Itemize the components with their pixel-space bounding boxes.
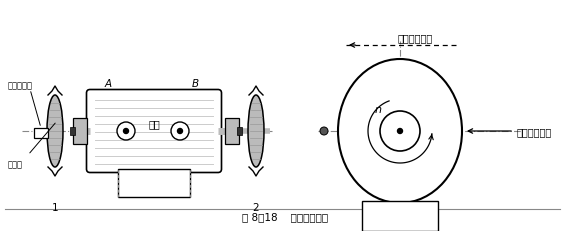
Text: 电机: 电机: [148, 119, 160, 128]
Circle shape: [397, 129, 402, 134]
FancyBboxPatch shape: [118, 169, 190, 197]
Ellipse shape: [47, 96, 63, 167]
FancyBboxPatch shape: [70, 128, 75, 135]
Text: 钢筋输送方向: 钢筋输送方向: [397, 33, 433, 43]
Text: n: n: [374, 105, 381, 115]
FancyBboxPatch shape: [73, 119, 87, 144]
Ellipse shape: [338, 60, 462, 203]
Circle shape: [380, 112, 420, 151]
Text: 振动测量方向: 振动测量方向: [517, 126, 552, 137]
Circle shape: [320, 128, 328, 135]
Text: B: B: [192, 79, 198, 89]
FancyBboxPatch shape: [225, 119, 239, 144]
Text: 2: 2: [253, 202, 259, 212]
FancyBboxPatch shape: [87, 90, 222, 173]
Text: 输送轮: 输送轮: [8, 159, 23, 168]
Ellipse shape: [248, 96, 264, 167]
Circle shape: [124, 129, 128, 134]
Text: A: A: [104, 79, 112, 89]
Circle shape: [177, 129, 182, 134]
Circle shape: [117, 122, 135, 140]
Circle shape: [171, 122, 189, 140]
FancyBboxPatch shape: [237, 128, 242, 135]
Text: 图 8－18    钢筋输送装置: 图 8－18 钢筋输送装置: [242, 211, 328, 221]
Text: 1: 1: [52, 202, 58, 212]
FancyBboxPatch shape: [362, 201, 438, 231]
Text: 光电传感器: 光电传感器: [8, 81, 33, 90]
FancyBboxPatch shape: [34, 128, 48, 138]
